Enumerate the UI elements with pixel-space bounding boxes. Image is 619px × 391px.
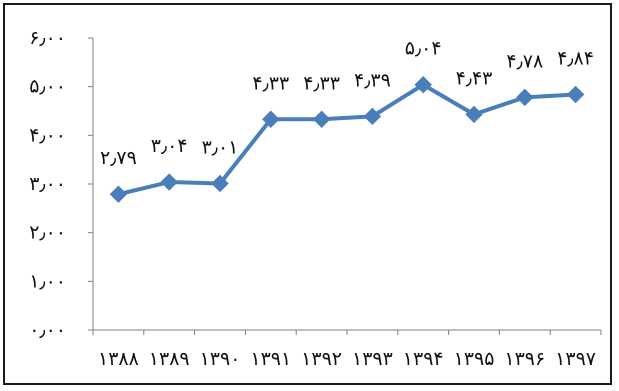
series-line [117,82,576,197]
x-tick-label: ۱۳۸۸ [98,348,139,370]
data-label: ۴٫۸۴ [557,47,594,69]
data-label: ۴٫۴۳ [456,67,493,89]
data-label: ۴٫۷۸ [506,50,543,72]
y-axis-ticks: ۰٫۰۰ ۱٫۰۰ ۲٫۰۰ ۳٫۰۰ ۴٫۰۰ ۵٫۰۰ ۶٫۰۰ [29,27,93,341]
data-point-marker [516,88,534,107]
data-label: ۴٫۳۳ [303,72,340,94]
data-label: ۴٫۳۹ [354,69,391,91]
y-tick-label: ۲٫۰۰ [29,222,66,244]
x-tick-label: ۱۳۸۹ [149,348,190,370]
x-axis-ticks: ۱۳۸۸ ۱۳۸۹ ۱۳۹۰ ۱۳۹۱ ۱۳۹۲ ۱۳۹۳ ۱۳۹۴ ۱۳۹۵ ۱۳۹۶ ۱۳۹۷ [92,330,602,370]
data-label: ۳٫۰۱ [202,137,239,159]
x-tick-label: ۱۳۹۲ [301,348,342,370]
y-tick-label: ۴٫۰۰ [29,124,66,146]
y-tick-label: ۳٫۰۰ [29,173,66,195]
x-tick-label: ۱۳۹۶ [504,348,545,370]
data-point-marker [109,185,128,203]
x-tick-label: ۱۳۹۱ [250,348,291,370]
y-tick-label: ۱٫۰۰ [29,270,66,292]
data-label: ۲٫۷۹ [100,147,137,169]
data-point-marker [211,174,229,193]
data-point-marker [262,110,280,128]
data-label: ۵٫۰۴ [405,38,442,60]
y-tick-label: ۶٫۰۰ [29,27,66,49]
x-tick-label: ۱۳۹۵ [454,348,495,370]
x-tick-label: ۱۳۹۰ [200,348,241,370]
data-point-marker [465,105,483,124]
series-group [109,76,585,203]
data-point-marker [312,110,331,128]
x-tick-label: ۱۳۹۴ [403,348,444,370]
data-point-marker [363,107,382,126]
x-tick-label: ۱۳۹۳ [352,348,393,370]
data-point-marker [160,173,178,191]
data-point-marker [566,85,585,104]
data-label: ۳٫۰۴ [151,135,188,157]
data-labels-group: ۲٫۷۹ ۳٫۰۴ ۳٫۰۱ ۴٫۳۳ ۴٫۳۳ ۴٫۳۹ ۵٫۰۴ ۴٫۴۳ ۴٫۷۸ ۴٫۸۴ [100,38,594,170]
y-tick-label: ۰٫۰۰ [29,319,66,341]
data-label: ۴٫۳۳ [252,72,289,94]
data-point-marker [414,76,432,94]
x-tick-label: ۱۳۹۷ [555,348,596,370]
y-tick-label: ۵٫۰۰ [29,76,66,98]
chart-frame [3,3,612,385]
